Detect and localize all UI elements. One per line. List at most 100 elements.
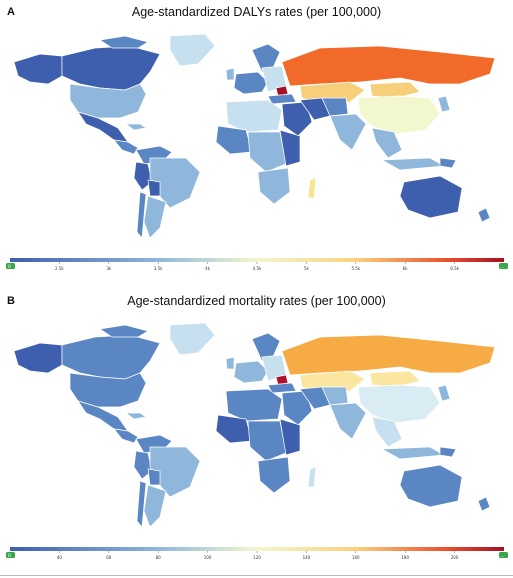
scale-tick-label: 40 [57,555,63,560]
region-korea-japan [437,384,451,402]
region-mongolia [369,370,421,388]
scale-tick-label: 2.5k [55,266,64,271]
region-india [329,113,367,151]
region-greenland [169,322,216,356]
region-southeast-asia [371,416,403,448]
region-west-africa [215,414,253,444]
scale-tick-label: 6k [403,266,409,271]
region-uk [225,356,235,370]
region-southern-africa [257,167,291,205]
region-mongolia [369,81,421,99]
region-scandinavia [251,332,281,362]
region-central-asia [321,97,349,117]
region-canada [61,45,161,91]
region-usa [69,372,147,408]
scale-gradient [10,258,504,262]
region-central-africa [247,131,287,173]
scale-handle-right [499,263,508,269]
scale-gradient [10,547,504,551]
region-madagascar [307,466,317,488]
scale-tick-label: 5.5k [351,266,360,271]
scale-ticks: 40 60 80 100 120 140 160 180 200 [57,551,459,560]
scale-tick-label: 4.5k [253,266,262,271]
panel-title: Age-standardized mortality rates (per 10… [127,294,386,308]
region-chile [136,191,147,237]
scale-tick-label: 5k [304,266,310,271]
region-usa [69,83,147,119]
region-southern-africa [257,456,291,494]
region-turkey [267,382,297,394]
region-west-africa [215,125,253,155]
region-arctic-islands [99,324,149,338]
region-russia [281,45,496,87]
scale-tick-label: 6.5k [450,266,459,271]
region-russia [281,334,496,376]
region-china [357,384,441,424]
scale-tick-label: 3k [106,266,112,271]
scale-tick-label: 180 [401,555,409,560]
panel-b: B Age-standardized mortality rates (per … [0,289,513,578]
region-central-america [113,428,139,444]
region-new-guinea [439,446,457,458]
panel-letter: B [7,295,15,307]
region-india [329,402,367,440]
scale-handle-right [499,552,508,558]
color-scale-bar: 0 ... 2.5k 3k 3.5k 4k 4.5k 5k 5.5k 6k 6.5k [6,258,508,271]
scale-end-left-label: 0 [8,264,11,270]
scale-end-right-label: ... [500,265,504,270]
color-scale-bar: 0 ... 40 60 80 100 120 140 160 180 200 [6,547,508,560]
region-central-asia [321,386,349,406]
region-australia [399,464,463,508]
region-new-zealand [477,496,491,512]
region-arctic-islands [99,35,149,49]
region-north-africa [225,99,283,133]
region-central-america [113,139,139,155]
region-madagascar [307,177,317,199]
scale-tick-label: 120 [253,555,261,560]
world-map [13,322,496,526]
region-argentina [143,195,167,237]
region-argentina [143,484,167,526]
scale-tick-label: 140 [303,555,311,560]
region-western-europe [233,360,269,384]
region-australia [399,175,463,219]
scale-tick-label: 160 [352,555,360,560]
region-canada [61,334,161,380]
region-chile [136,480,147,526]
scale-tick-label: 60 [106,555,112,560]
region-central-africa [247,420,287,462]
region-new-zealand [477,207,491,223]
region-indonesia [380,446,446,460]
panel-a: A Age-standardized DALYs rates (per 100,… [6,5,508,271]
region-caribbean [124,123,147,131]
bottom-rule [0,575,513,576]
region-north-africa [225,388,283,422]
region-uk [225,67,235,81]
region-new-guinea [439,157,457,169]
region-east-africa [279,129,301,167]
region-turkey [267,93,297,105]
region-korea-japan [437,95,451,113]
region-greenland [169,33,216,67]
region-peru [133,450,153,480]
region-east-africa [279,418,301,456]
region-bolivia [147,468,161,486]
panel-letter: A [7,6,15,18]
region-caribbean [124,412,147,420]
region-western-europe [233,71,269,95]
world-map [13,33,496,237]
scale-handle-left [6,263,15,269]
region-indonesia [380,157,446,171]
scale-tick-label: 3.5k [154,266,163,271]
region-china [357,95,441,135]
scale-ticks: 2.5k 3k 3.5k 4k 4.5k 5k 5.5k 6k 6.5k [55,262,460,271]
scale-tick-label: 200 [451,555,459,560]
region-scandinavia [251,43,281,73]
scale-end-right-label: ... [500,554,504,559]
scale-tick-label: 80 [156,555,162,560]
scale-tick-label: 100 [204,555,212,560]
region-alaska [13,53,63,85]
region-peru [133,161,153,191]
region-alaska [13,342,63,374]
region-bolivia [147,179,161,197]
